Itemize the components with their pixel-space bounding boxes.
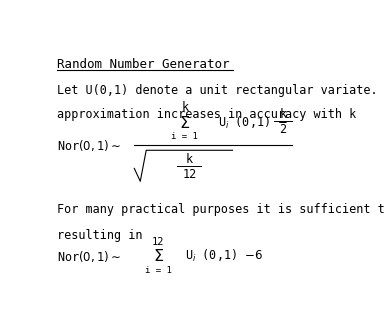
Text: $\Sigma$: $\Sigma$	[152, 248, 164, 264]
Text: 2: 2	[280, 123, 287, 135]
Text: i = 1: i = 1	[172, 132, 198, 141]
Text: k: k	[186, 153, 193, 166]
Text: Nor$(0,1) \sim$: Nor$(0,1) \sim$	[57, 138, 121, 153]
Text: U$_i$ (0,1) $- 6$: U$_i$ (0,1) $- 6$	[185, 248, 263, 264]
Text: resulting in: resulting in	[57, 229, 142, 242]
Text: 12: 12	[182, 168, 197, 181]
Text: U$_i$ (0,1) $-$: U$_i$ (0,1) $-$	[218, 115, 288, 131]
Text: k: k	[280, 108, 287, 121]
Text: k: k	[181, 101, 189, 114]
Text: For many practical purposes it is sufficient to take k = 12,: For many practical purposes it is suffic…	[57, 203, 384, 216]
Text: 12: 12	[152, 237, 164, 247]
Text: Random Number Generator: Random Number Generator	[57, 58, 229, 72]
Text: $\Sigma$: $\Sigma$	[179, 115, 190, 131]
Text: Nor$(0,1) \sim$: Nor$(0,1) \sim$	[57, 249, 121, 264]
Text: Let U(0,1) denote a unit rectangular variate. The following: Let U(0,1) denote a unit rectangular var…	[57, 84, 384, 97]
Text: approximation increases in accuracy with k: approximation increases in accuracy with…	[57, 108, 356, 121]
Text: i = 1: i = 1	[145, 266, 172, 275]
